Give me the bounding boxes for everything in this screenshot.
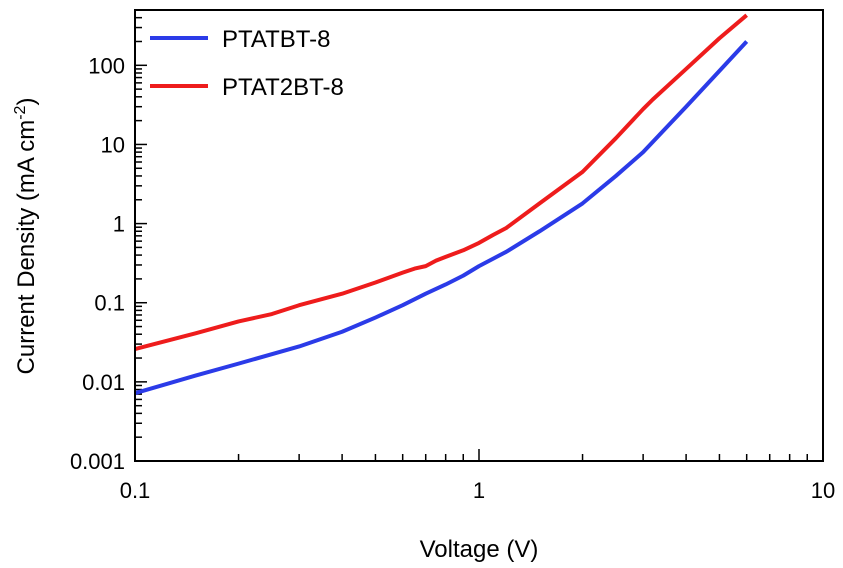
x-axis-title: Voltage (V): [420, 536, 539, 563]
series-line-ptatbt-8: [134, 40, 749, 396]
axis-ticks: [134, 9, 824, 462]
y-axis-title: Current Density (mA cm-2): [12, 98, 40, 375]
x-tick-label: 1: [473, 478, 485, 503]
y-tick-label: 10: [101, 132, 125, 157]
tick-labels: 0.1 1 10 0.001 0.01 0.1 1 10 100: [70, 53, 835, 503]
x-tick-label: 0.1: [120, 478, 151, 503]
legend-label-ptatbt-8: PTATBT-8: [222, 26, 330, 53]
series-line-ptat2bt-8: [134, 13, 748, 351]
plot-area-frame: [134, 9, 824, 462]
series-layer: [134, 13, 749, 396]
y-tick-label: 100: [88, 53, 125, 78]
y-tick-label: 1: [113, 212, 125, 237]
y-tick-label: 0.1: [94, 291, 125, 316]
x-tick-label: 10: [811, 478, 835, 503]
y-axis-title-main: Current Density (mA cm: [13, 120, 40, 375]
y-axis-title-close: ): [13, 98, 40, 106]
legend-label-ptat2bt-8: PTAT2BT-8: [222, 74, 344, 101]
y-tick-label: 0.01: [82, 370, 125, 395]
legend: PTATBT-8 PTAT2BT-8: [150, 26, 344, 101]
y-axis-title-superscript: -2: [12, 105, 29, 119]
y-tick-label: 0.001: [70, 449, 125, 474]
